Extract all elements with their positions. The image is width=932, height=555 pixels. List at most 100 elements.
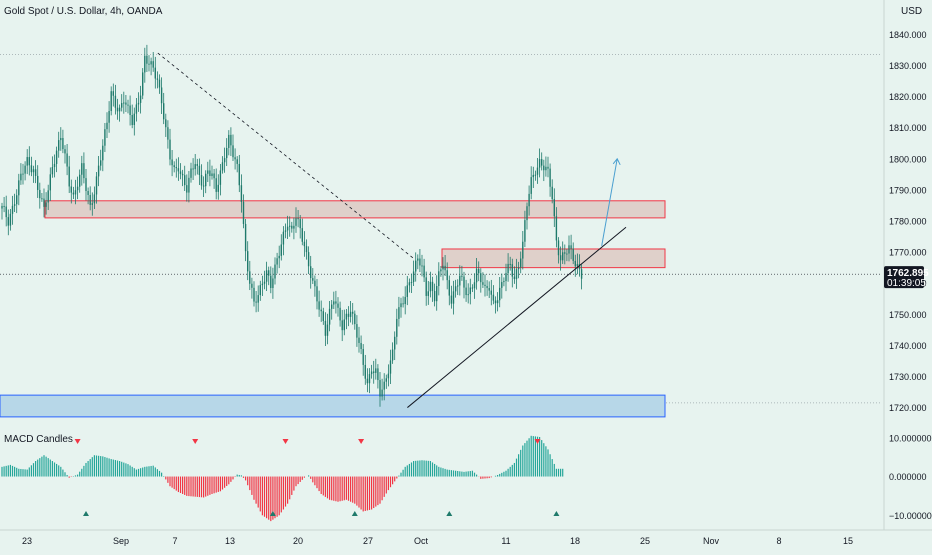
candle-body — [547, 166, 549, 169]
time-axis[interactable]: 23 Sep 7 13 20 27 Oct 11 18 25 Nov 8 15 — [0, 529, 932, 546]
candle-body — [400, 303, 402, 308]
candle-body — [482, 282, 484, 285]
candle-body — [276, 258, 278, 265]
candle-body — [278, 255, 280, 259]
candle-body — [320, 309, 322, 312]
candle-body — [333, 301, 335, 305]
candle-body — [507, 263, 509, 274]
candle-body — [196, 164, 198, 166]
candle-body — [97, 165, 100, 177]
candle-body — [13, 204, 16, 206]
candle-body — [490, 290, 492, 295]
candle-body — [499, 287, 501, 301]
trendlines-layer — [157, 52, 627, 408]
candle-body — [429, 281, 432, 292]
candle-body — [7, 217, 9, 226]
candle-body — [160, 87, 163, 104]
candle-body — [135, 104, 138, 114]
candle-body — [528, 193, 530, 207]
candle-body — [221, 162, 224, 171]
currency-label: USD — [901, 6, 922, 17]
symbol-title[interactable]: Gold Spot / U.S. Dollar, 4h, OANDA — [4, 6, 163, 17]
candle-body — [467, 294, 469, 296]
candle-body — [30, 165, 33, 173]
candle-body — [34, 169, 37, 176]
candle-body — [259, 285, 261, 296]
candle-body — [375, 368, 377, 373]
signal-down-marker — [192, 439, 199, 444]
signal-up-marker — [446, 511, 453, 516]
candle-body — [442, 265, 444, 270]
candle-body — [339, 307, 341, 321]
candle-body — [503, 281, 505, 283]
downtrend-line — [157, 52, 414, 259]
last-price-badge-bg — [884, 266, 924, 289]
candle-body — [114, 95, 117, 108]
candle-body — [310, 266, 312, 279]
candle-body — [457, 285, 459, 287]
candle-body — [347, 313, 350, 317]
candle-body — [108, 111, 110, 123]
candle-body — [541, 159, 543, 166]
price-tick-label: 1810.000 — [889, 123, 927, 133]
candle-body — [324, 320, 327, 336]
candle-body — [247, 251, 249, 272]
candle-body — [66, 153, 68, 167]
candle-body — [421, 265, 423, 267]
candle-body — [530, 177, 532, 194]
candle-body — [354, 313, 356, 325]
candle-body — [473, 282, 476, 289]
candle-body — [91, 203, 93, 205]
candle-body — [513, 276, 516, 280]
candle-body — [366, 378, 369, 384]
candle-body — [72, 192, 75, 195]
time-tick-label: 13 — [225, 536, 235, 546]
candle-body — [534, 174, 537, 176]
candle-body — [211, 173, 213, 177]
candle-body — [104, 129, 106, 146]
candle-body — [121, 103, 123, 108]
candle-body — [398, 307, 400, 319]
candle-body — [186, 185, 188, 193]
candle-body — [373, 371, 375, 373]
candle-body — [465, 287, 467, 296]
candle-body — [572, 248, 574, 261]
candle-body — [524, 220, 526, 242]
price-tick-label: 1770.000 — [889, 248, 927, 258]
candle-body — [263, 281, 266, 284]
candle-body — [454, 286, 457, 292]
candle-body — [268, 270, 270, 276]
macd-axis[interactable]: 10.000000 0.000000 −10.000000 — [889, 433, 932, 521]
candle-body — [301, 228, 303, 242]
candle-body — [574, 260, 576, 267]
resistance-zone-lower — [441, 248, 666, 269]
candle-body — [133, 113, 135, 126]
signal-up-marker — [351, 511, 358, 516]
candle-body — [154, 67, 156, 79]
signal-down-marker — [74, 439, 81, 444]
candle-body — [410, 281, 413, 283]
time-tick-label: 23 — [22, 536, 32, 546]
candle-body — [307, 252, 310, 267]
candle-body — [127, 104, 129, 106]
candle-body — [515, 269, 518, 280]
candle-body — [156, 78, 159, 80]
zones-layer — [0, 54, 880, 418]
candle-body — [343, 319, 345, 331]
candle-body — [475, 268, 478, 283]
candle-body — [433, 290, 436, 302]
candle-body — [549, 168, 551, 187]
time-tick-label: 11 — [501, 536, 510, 546]
candle-body — [253, 287, 255, 302]
candle-body — [207, 170, 209, 174]
price-tick-label: 1820.000 — [889, 92, 927, 102]
candle-body — [209, 170, 211, 177]
candle-body — [364, 364, 366, 379]
candle-body — [238, 163, 240, 186]
candle-body — [545, 166, 547, 171]
signal-down-marker — [534, 439, 541, 444]
indicator-title[interactable]: MACD Candles — [4, 434, 73, 445]
